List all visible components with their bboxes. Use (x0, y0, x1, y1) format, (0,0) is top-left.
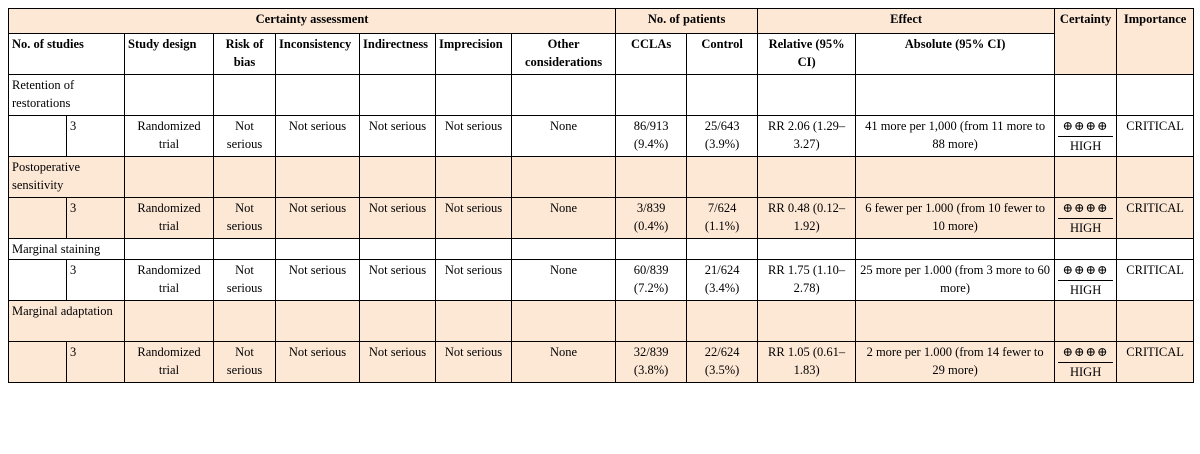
relative-effect: RR 2.06 (1.29–3.27) (757, 115, 857, 157)
indirectness: Not serious (359, 115, 436, 157)
control-count: 22/624 (3.5%) (686, 341, 759, 383)
relative-effect: RR 1.05 (0.61–1.83) (757, 341, 857, 383)
cclas-count: 86/913 (9.4%) (615, 115, 688, 157)
indirectness: Not serious (359, 341, 436, 383)
control-count: 7/624 (1.1%) (686, 197, 759, 239)
certainty-cell: ⊕⊕⊕⊕ HIGH (1054, 197, 1118, 239)
importance: CRITICAL (1116, 259, 1195, 301)
imprecision: Not serious (435, 259, 512, 301)
imprecision: Not serious (435, 197, 512, 239)
importance: CRITICAL (1116, 341, 1195, 383)
studies-count: 3 (66, 341, 125, 383)
control-count: 21/624 (3.4%) (686, 259, 759, 301)
header-no-of-studies: No. of studies (8, 33, 125, 75)
absolute-effect: 6 fewer per 1.000 (from 10 fewer to 10 m… (855, 197, 1056, 239)
outcome-name: Marginal adaptation (8, 300, 125, 342)
header-no-of-patients: No. of patients (615, 8, 759, 34)
header-effect: Effect (757, 8, 1056, 34)
header-control: Control (686, 33, 759, 75)
cclas-count: 3/839 (0.4%) (615, 197, 688, 239)
cclas-count: 60/839 (7.2%) (615, 259, 688, 301)
other-considerations: None (510, 197, 617, 239)
header-certainty: Certainty (1054, 8, 1118, 75)
certainty-level: HIGH (1069, 221, 1102, 235)
header-other-considerations: Other considerations (510, 33, 617, 75)
studies-count: 3 (66, 197, 125, 239)
control-count: 25/643 (3.9%) (686, 115, 759, 157)
indirectness: Not serious (359, 259, 436, 301)
header-inconsistency: Inconsistency (275, 33, 360, 75)
study-design: Randomized trial (124, 197, 214, 239)
study-design: Randomized trial (124, 341, 214, 383)
certainty-cell: ⊕⊕⊕⊕ HIGH (1054, 259, 1118, 301)
absolute-effect: 2 more per 1.000 (from 14 fewer to 29 mo… (855, 341, 1056, 383)
certainty-level: HIGH (1069, 139, 1102, 153)
inconsistency: Not serious (275, 197, 360, 239)
inconsistency: Not serious (275, 115, 360, 157)
outcome-name: Marginal staining (8, 238, 125, 260)
certainty-symbols: ⊕⊕⊕⊕ (1058, 199, 1114, 219)
header-certainty-assessment: Certainty assessment (7, 8, 617, 34)
importance: CRITICAL (1116, 115, 1195, 157)
inconsistency: Not serious (275, 341, 360, 383)
absolute-effect: 41 more per 1,000 (from 11 more to 88 mo… (855, 115, 1056, 157)
certainty-symbols: ⊕⊕⊕⊕ (1058, 343, 1114, 363)
certainty-symbols: ⊕⊕⊕⊕ (1058, 261, 1114, 281)
header-imprecision: Imprecision (435, 33, 512, 75)
risk-of-bias: Not serious (213, 259, 276, 301)
studies-count: 3 (66, 115, 125, 157)
cclas-count: 32/839 (3.8%) (615, 341, 688, 383)
risk-of-bias: Not serious (213, 115, 276, 157)
absolute-effect: 25 more per 1.000 (from 3 more to 60 mor… (855, 259, 1056, 301)
header-risk-of-bias: Risk of bias (213, 33, 276, 75)
study-design: Randomized trial (124, 259, 214, 301)
certainty-level: HIGH (1069, 365, 1102, 379)
grade-evidence-table: Certainty assessment No. of patients Eff… (7, 8, 1195, 383)
header-cclas: CCLAs (615, 33, 688, 75)
header-indirectness: Indirectness (359, 33, 436, 75)
studies-count: 3 (66, 259, 125, 301)
risk-of-bias: Not serious (213, 341, 276, 383)
header-relative: Relative (95% CI) (757, 33, 857, 75)
indirectness: Not serious (359, 197, 436, 239)
risk-of-bias: Not serious (213, 197, 276, 239)
certainty-cell: ⊕⊕⊕⊕ HIGH (1054, 341, 1118, 383)
certainty-symbols: ⊕⊕⊕⊕ (1058, 117, 1114, 137)
outcome-name: Retention of restorations (8, 74, 125, 116)
header-study-design: Study design (124, 33, 214, 75)
study-design: Randomized trial (124, 115, 214, 157)
other-considerations: None (510, 115, 617, 157)
certainty-level: HIGH (1069, 283, 1102, 297)
header-importance: Importance (1116, 8, 1195, 75)
header-absolute: Absolute (95% CI) (855, 33, 1056, 75)
imprecision: Not serious (435, 341, 512, 383)
inconsistency: Not serious (275, 259, 360, 301)
outcome-name: Postoperative sensitivity (8, 156, 125, 198)
relative-effect: RR 1.75 (1.10–2.78) (757, 259, 857, 301)
importance: CRITICAL (1116, 197, 1195, 239)
relative-effect: RR 0.48 (0.12–1.92) (757, 197, 857, 239)
imprecision: Not serious (435, 115, 512, 157)
other-considerations: None (510, 259, 617, 301)
other-considerations: None (510, 341, 617, 383)
certainty-cell: ⊕⊕⊕⊕ HIGH (1054, 115, 1118, 157)
